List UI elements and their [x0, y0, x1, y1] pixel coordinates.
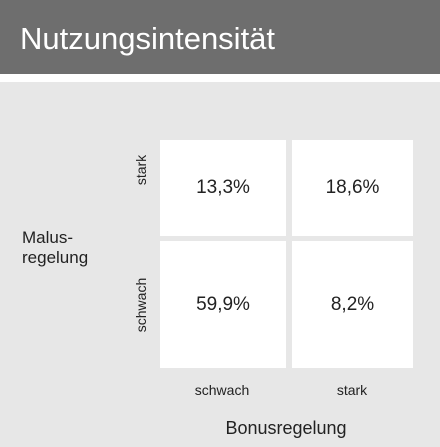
row-label: schwach — [133, 277, 149, 333]
title: Nutzungsintensität — [20, 21, 276, 56]
cell: 18,6% — [292, 140, 413, 236]
column-label: schwach — [194, 382, 250, 398]
column-axis-label: Bonusregelung — [225, 418, 347, 438]
row-axis-label-line: Malus- — [22, 228, 74, 247]
row-axis-label-line: regelung — [22, 248, 89, 267]
row-axis-label: Malus- regelung — [22, 228, 88, 268]
column-label: stark — [336, 382, 368, 398]
cell: 13,3% — [160, 140, 286, 236]
cell: 59,9% — [160, 241, 286, 368]
row-label: stark — [133, 154, 149, 186]
cell: 8,2% — [292, 241, 413, 368]
title-bar — [0, 0, 440, 74]
